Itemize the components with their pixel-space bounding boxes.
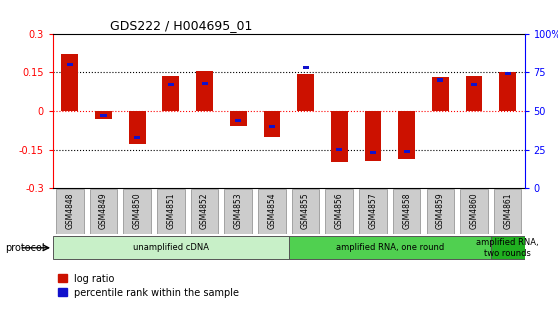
Bar bbox=[499, 72, 516, 111]
Bar bbox=[302, 66, 309, 69]
Bar bbox=[331, 111, 348, 162]
FancyBboxPatch shape bbox=[191, 189, 218, 234]
Text: GSM4852: GSM4852 bbox=[200, 193, 209, 229]
Bar bbox=[403, 150, 410, 153]
FancyBboxPatch shape bbox=[460, 189, 488, 234]
Text: unamplified cDNA: unamplified cDNA bbox=[133, 243, 209, 252]
Text: GSM4848: GSM4848 bbox=[65, 193, 74, 229]
Text: GSM4849: GSM4849 bbox=[99, 193, 108, 229]
FancyBboxPatch shape bbox=[90, 189, 117, 234]
Bar bbox=[437, 78, 444, 82]
Bar bbox=[201, 82, 208, 85]
Text: amplified RNA,
two rounds: amplified RNA, two rounds bbox=[477, 238, 539, 257]
FancyBboxPatch shape bbox=[426, 189, 454, 234]
Bar bbox=[398, 111, 415, 159]
Bar bbox=[471, 83, 477, 86]
FancyBboxPatch shape bbox=[494, 189, 522, 234]
Text: GSM4850: GSM4850 bbox=[133, 193, 142, 229]
Bar bbox=[504, 72, 511, 75]
Text: GSM4854: GSM4854 bbox=[267, 193, 276, 229]
FancyBboxPatch shape bbox=[359, 189, 387, 234]
Bar bbox=[432, 77, 449, 111]
Bar bbox=[162, 76, 179, 111]
Bar bbox=[263, 111, 280, 137]
Text: GSM4851: GSM4851 bbox=[166, 193, 175, 229]
Bar bbox=[230, 111, 247, 126]
Bar bbox=[61, 54, 78, 111]
FancyBboxPatch shape bbox=[53, 237, 289, 259]
Text: GSM4855: GSM4855 bbox=[301, 193, 310, 229]
Bar bbox=[364, 111, 381, 161]
Text: GSM4858: GSM4858 bbox=[402, 193, 411, 229]
Bar bbox=[465, 76, 483, 111]
FancyBboxPatch shape bbox=[289, 237, 491, 259]
Text: GSM4861: GSM4861 bbox=[503, 193, 512, 229]
FancyBboxPatch shape bbox=[325, 189, 353, 234]
Bar bbox=[235, 119, 241, 122]
FancyBboxPatch shape bbox=[491, 237, 525, 259]
Bar bbox=[269, 125, 275, 128]
Text: GSM4856: GSM4856 bbox=[335, 193, 344, 229]
Text: GSM4853: GSM4853 bbox=[234, 193, 243, 229]
FancyBboxPatch shape bbox=[258, 189, 286, 234]
Text: amplified RNA, one round: amplified RNA, one round bbox=[336, 243, 444, 252]
Bar bbox=[67, 63, 73, 66]
Legend: log ratio, percentile rank within the sample: log ratio, percentile rank within the sa… bbox=[58, 274, 239, 298]
Bar bbox=[196, 71, 213, 111]
FancyBboxPatch shape bbox=[393, 189, 420, 234]
Bar bbox=[95, 111, 112, 119]
Bar bbox=[168, 83, 174, 86]
Text: GSM4860: GSM4860 bbox=[469, 193, 479, 229]
Text: GDS222 / H004695_01: GDS222 / H004695_01 bbox=[109, 19, 252, 33]
Bar bbox=[370, 151, 376, 154]
FancyBboxPatch shape bbox=[123, 189, 151, 234]
FancyBboxPatch shape bbox=[56, 189, 84, 234]
Text: GSM4859: GSM4859 bbox=[436, 193, 445, 229]
Bar bbox=[129, 111, 146, 144]
Bar bbox=[134, 136, 140, 139]
Text: protocol: protocol bbox=[6, 243, 45, 253]
Bar bbox=[336, 148, 342, 151]
Text: GSM4857: GSM4857 bbox=[368, 193, 377, 229]
FancyBboxPatch shape bbox=[224, 189, 252, 234]
Bar bbox=[100, 114, 107, 117]
Bar bbox=[297, 74, 314, 111]
FancyBboxPatch shape bbox=[157, 189, 185, 234]
FancyBboxPatch shape bbox=[292, 189, 319, 234]
